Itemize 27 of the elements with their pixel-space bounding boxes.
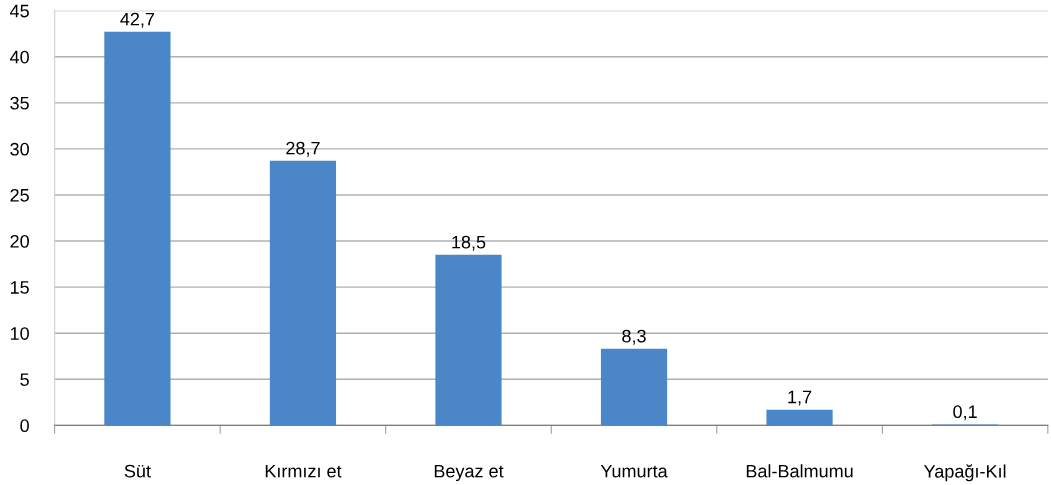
y-tick-label: 0 bbox=[20, 419, 29, 433]
x-tick-label: Bal-Balmumu bbox=[746, 464, 853, 478]
y-tick-label: 30 bbox=[10, 142, 29, 156]
x-tick-label: Süt bbox=[124, 464, 151, 478]
x-tick-label: Kırmızı et bbox=[265, 464, 342, 478]
x-tick-label: Yumurta bbox=[600, 464, 668, 478]
y-tick-label: 10 bbox=[10, 327, 29, 340]
y-tick-label: 15 bbox=[10, 281, 29, 294]
data-label: 0,1 bbox=[953, 405, 977, 421]
data-label: 1,7 bbox=[788, 390, 812, 406]
bar bbox=[766, 409, 833, 426]
data-label: 28,7 bbox=[286, 141, 320, 157]
x-tick-label: Yapağı-Kıl bbox=[923, 464, 1006, 482]
y-tick-label: 25 bbox=[10, 188, 29, 202]
y-tick-label: 45 bbox=[9, 4, 29, 18]
data-label: 18,5 bbox=[452, 235, 486, 251]
y-tick-label: 35 bbox=[10, 96, 29, 110]
bar bbox=[600, 348, 668, 426]
y-tick-label: 5 bbox=[20, 373, 29, 386]
bar bbox=[104, 31, 171, 426]
data-label: 42,7 bbox=[120, 12, 155, 28]
bar bbox=[435, 254, 502, 426]
y-tick-label: 20 bbox=[10, 234, 29, 248]
x-tick-label: Beyaz et bbox=[434, 464, 504, 482]
bar bbox=[269, 160, 337, 426]
data-label: 8,3 bbox=[622, 329, 646, 345]
y-tick-label: 40 bbox=[9, 50, 29, 64]
